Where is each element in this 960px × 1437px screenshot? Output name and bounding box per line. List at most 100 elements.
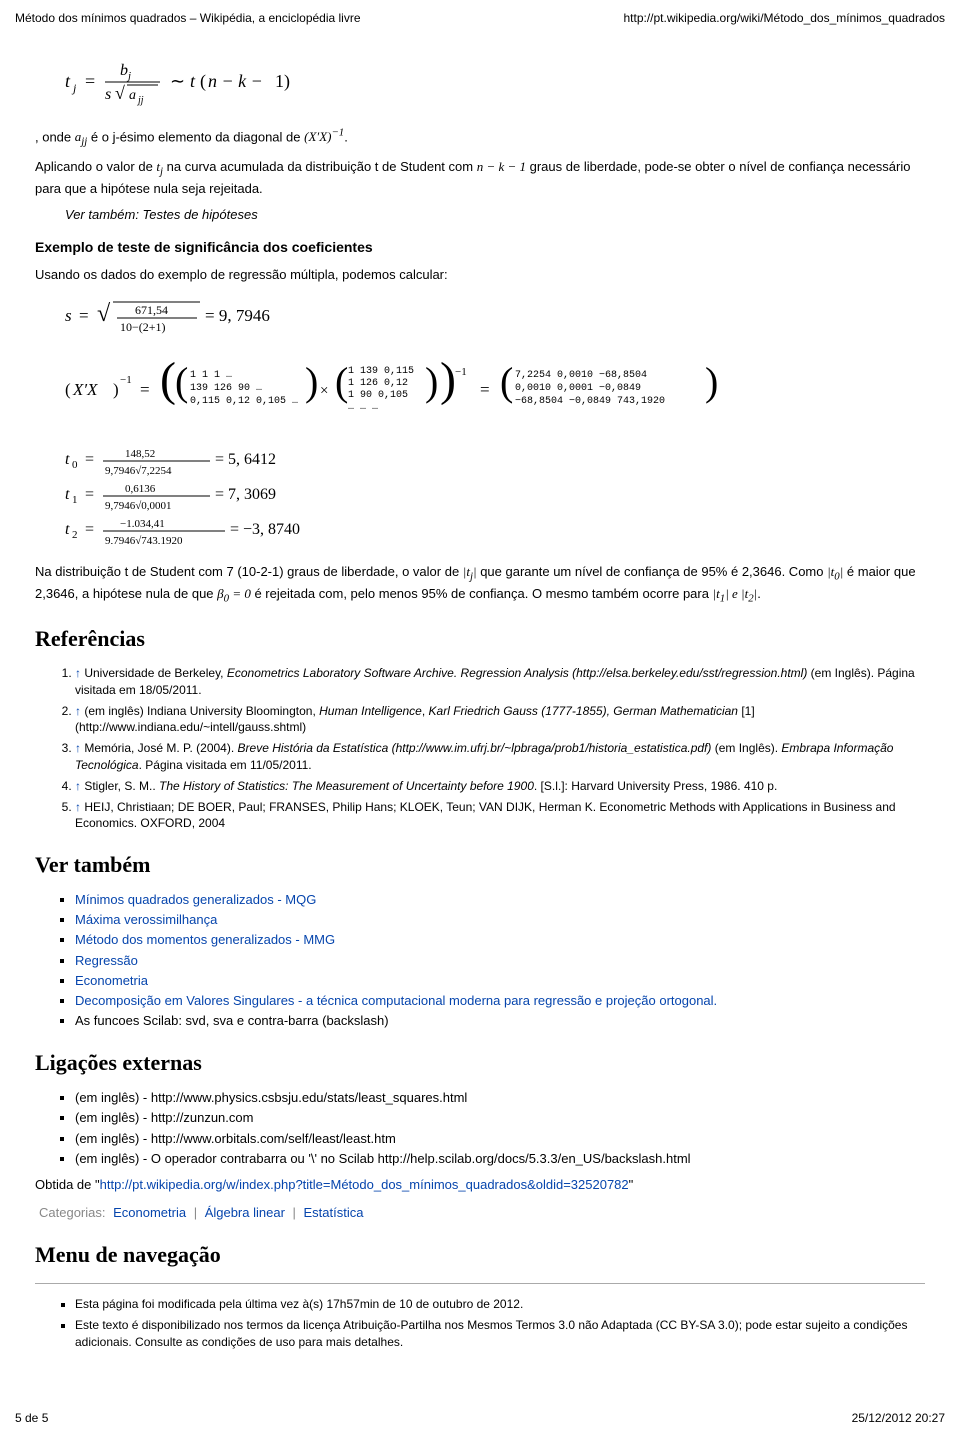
equation-tj: t j = b j s √ a jj ∼ t ( n − k − 1) (65, 57, 925, 114)
p-aplicando: Aplicando o valor de tj na curva acumula… (35, 158, 925, 198)
list-item: (em inglês) - http://www.orbitals.com/se… (75, 1130, 925, 1148)
ref-item: ↑ HEIJ, Christiaan; DE BOER, Paul; FRANS… (75, 799, 925, 833)
article-body: t j = b j s √ a jj ∼ t ( n − k − 1) , on… (35, 57, 925, 1351)
page-counter: 5 de 5 (15, 1410, 48, 1427)
p-onde: , onde ajj é o j-ésimo elemento da diago… (35, 126, 925, 150)
math-abs-t0: |t0| (827, 564, 843, 579)
list-item: Máxima verossimilhança (75, 911, 925, 929)
svg-text:= 9, 7946: = 9, 7946 (205, 306, 270, 325)
svg-text:): ) (113, 380, 119, 399)
print-date: 25/12/2012 20:27 (852, 1410, 945, 1427)
svg-text:X′X: X′X (72, 380, 98, 399)
h2-ligacoes: Ligações externas (35, 1048, 925, 1079)
list-item: (em inglês) - http://zunzun.com (75, 1109, 925, 1127)
references-list: ↑ Universidade de Berkeley, Econometrics… (35, 665, 925, 832)
ref-item: ↑ Universidade de Berkeley, Econometrics… (75, 665, 925, 699)
svg-text:=: = (140, 380, 150, 399)
list-item: (em inglês) - O operador contrabarra ou … (75, 1150, 925, 1168)
svg-text:√: √ (97, 301, 111, 327)
svg-text:671,54: 671,54 (135, 303, 168, 317)
svg-text:1): 1) (275, 71, 290, 92)
h3-exemplo: Exemplo de teste de significância dos co… (35, 238, 925, 258)
header-url: http://pt.wikipedia.org/wiki/Método_dos_… (623, 10, 945, 27)
permalink[interactable]: http://pt.wikipedia.org/w/index.php?titl… (100, 1177, 629, 1192)
svg-text:n − k −: n − k − (208, 71, 263, 91)
list-item: (em inglês) - http://www.physics.csbsju.… (75, 1089, 925, 1107)
svg-text:=: = (85, 486, 94, 503)
svg-text:0,115 0,12 0,105 …: 0,115 0,12 0,105 … (190, 396, 298, 407)
svg-text:9,7946√7,2254: 9,7946√7,2254 (105, 465, 172, 477)
link[interactable]: Regressão (75, 953, 138, 968)
svg-text:s: s (105, 86, 111, 103)
svg-text:=: = (85, 521, 94, 538)
link[interactable]: Máxima verossimilhança (75, 912, 217, 927)
link[interactable]: Econometria (75, 973, 148, 988)
list-item: As funcoes Scilab: svd, sva e contra-bar… (75, 1012, 925, 1030)
svg-text:1 126 0,12: 1 126 0,12 (348, 378, 408, 389)
footer-license: Este texto é disponibilizado nos termos … (75, 1317, 925, 1351)
equation-t-values: t0 = 148,52 9,7946√7,2254 = 5, 6412 t1 =… (65, 444, 925, 551)
svg-text:0,0010 0,0001 −0,0849: 0,0010 0,0001 −0,0849 (515, 383, 641, 394)
math-ajj: ajj (75, 129, 88, 144)
h2-referencias: Referências (35, 624, 925, 655)
ref-item: ↑ Stigler, S. M.. The History of Statist… (75, 778, 925, 795)
svg-text:148,52: 148,52 (125, 448, 155, 460)
math-nk1: n − k − 1 (477, 159, 526, 174)
svg-text:(: ( (65, 380, 71, 399)
category-link[interactable]: Álgebra linear (205, 1205, 285, 1220)
link[interactable]: Método dos momentos generalizados - MMG (75, 932, 335, 947)
svg-text:): ) (425, 359, 438, 404)
categories: Categorias: Econometria | Álgebra linear… (35, 1204, 925, 1222)
svg-text:(: ( (200, 71, 206, 92)
equation-s: s = √ 671,54 10−(2+1) = 9, 7946 (65, 296, 925, 343)
see-also-list: Mínimos quadrados generalizados - MQG Má… (35, 891, 925, 1030)
ref-item: ↑ Memória, José M. P. (2004). Breve Hist… (75, 740, 925, 774)
svg-text:∼: ∼ (170, 71, 185, 91)
svg-text:−1.034,41: −1.034,41 (120, 518, 165, 530)
svg-text:139 126 90 …: 139 126 90 … (190, 383, 262, 394)
retrieved-from: Obtida de "http://pt.wikipedia.org/w/ind… (35, 1176, 925, 1194)
svg-text:−1: −1 (120, 374, 132, 386)
print-footer: 5 de 5 25/12/2012 20:27 (15, 1410, 945, 1427)
header-title: Método dos mínimos quadrados – Wikipédia… (15, 10, 361, 27)
svg-text:t: t (65, 451, 70, 468)
list-item: Mínimos quadrados generalizados - MQG (75, 891, 925, 909)
svg-text:(: ( (175, 359, 188, 404)
svg-text:×: × (320, 383, 328, 399)
svg-text:= −3, 8740: = −3, 8740 (230, 521, 300, 538)
list-item: Regressão (75, 952, 925, 970)
svg-text:s: s (65, 306, 72, 325)
ref-item: ↑ (em inglês) Indiana University Bloomin… (75, 703, 925, 737)
svg-text:): ) (440, 355, 456, 406)
svg-text:(: ( (500, 359, 513, 404)
svg-text:a: a (129, 88, 136, 103)
h2-ver-tambem: Ver também (35, 850, 925, 881)
svg-text:9,7946√743,1920: 9,7946√743,1920 (105, 535, 183, 544)
svg-text:t: t (190, 71, 196, 91)
svg-text:): ) (305, 359, 318, 404)
svg-text:(: ( (160, 355, 176, 406)
h2-nav: Menu de navegação (35, 1240, 925, 1271)
p-usando: Usando os dados do exemplo de regressão … (35, 266, 925, 284)
list-item: Decomposição em Valores Singulares - a t… (75, 992, 925, 1010)
svg-text:1 1 1 …: 1 1 1 … (190, 370, 232, 381)
svg-text:j: j (71, 81, 77, 95)
external-links-list: (em inglês) - http://www.physics.csbsju.… (35, 1089, 925, 1168)
category-link[interactable]: Estatística (304, 1205, 364, 1220)
list-item: Econometria (75, 972, 925, 990)
link[interactable]: Mínimos quadrados generalizados - MQG (75, 892, 316, 907)
svg-text:): ) (705, 359, 718, 404)
category-link[interactable]: Econometria (113, 1205, 186, 1220)
svg-text:=: = (85, 451, 94, 468)
svg-text:0: 0 (72, 459, 78, 471)
svg-text:1 90 0,105: 1 90 0,105 (348, 390, 408, 401)
footer-last-modified: Esta página foi modificada pela última v… (75, 1296, 925, 1313)
svg-text:9,7946√0,0001: 9,7946√0,0001 (105, 500, 172, 512)
svg-text:10−(2+1): 10−(2+1) (120, 320, 166, 334)
svg-text:= 5, 6412: = 5, 6412 (215, 451, 276, 468)
equation-xxinv: ( X′X ) −1 = ( ( 1 1 1 … 139 126 90 … 0,… (65, 355, 925, 432)
svg-text:−68,8504 −0,0849 743,1920: −68,8504 −0,0849 743,1920 (515, 396, 665, 407)
link[interactable]: Decomposição em Valores Singulares - a t… (75, 993, 717, 1008)
math-abs-tj: |tj| (463, 564, 477, 579)
svg-text:= 7, 3069: = 7, 3069 (215, 486, 276, 503)
